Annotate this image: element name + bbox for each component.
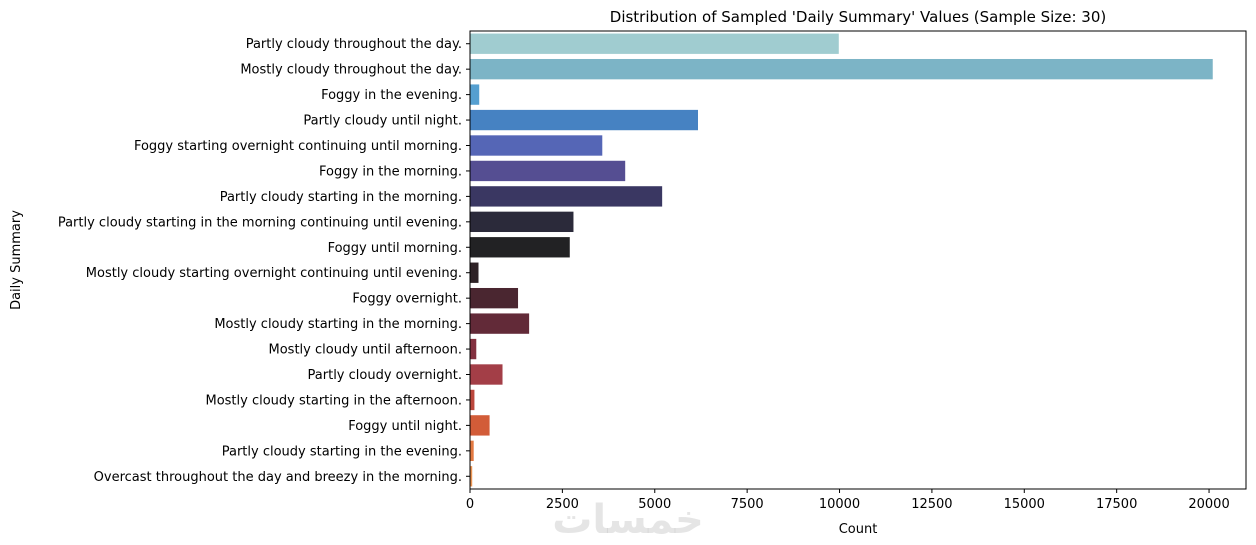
- x-tick-label: 10000: [819, 497, 860, 512]
- y-tick-label: Foggy starting overnight continuing unti…: [134, 139, 462, 154]
- bar: [470, 109, 698, 131]
- x-tick-label: 20000: [1188, 497, 1229, 512]
- y-tick-label: Mostly cloudy starting in the afternoon.: [205, 393, 462, 408]
- y-tick-label: Mostly cloudy throughout the day.: [240, 63, 462, 78]
- bar: [470, 466, 473, 487]
- plot-frame: [469, 30, 1247, 490]
- y-tick-label: Partly cloudy starting in the morning co…: [58, 215, 462, 230]
- y-tick-label: Partly cloudy starting in the evening.: [222, 444, 462, 459]
- bar: [470, 135, 603, 156]
- y-tick-label: Mostly cloudy until afternoon.: [269, 343, 462, 358]
- x-tick-label: 12500: [911, 497, 952, 512]
- bar: [470, 58, 1213, 80]
- y-tick-label: Mostly cloudy starting in the morning.: [214, 317, 462, 332]
- y-tick-label: Partly cloudy until night.: [303, 114, 462, 129]
- y-tick-label: Foggy in the evening.: [321, 88, 462, 103]
- bar: [470, 389, 475, 411]
- bars-group: [470, 33, 1213, 487]
- bar: [470, 338, 477, 360]
- y-tick-label: Foggy until night.: [348, 419, 462, 434]
- bar: [470, 262, 479, 283]
- y-tick-label: Partly cloudy overnight.: [308, 368, 462, 383]
- x-tick-label: 7500: [731, 497, 764, 512]
- bar: [470, 84, 480, 105]
- x-tick-label: 0: [466, 497, 474, 512]
- bar: [470, 186, 663, 207]
- bar: [470, 33, 839, 54]
- chart-title: Distribution of Sampled 'Daily Summary' …: [610, 8, 1106, 26]
- bar: [470, 313, 530, 334]
- x-tick-label: 2500: [546, 497, 579, 512]
- x-axis-ticks: 0 2500 5000 7500 10000 12500 15000 17500 20000: [466, 489, 1230, 512]
- y-tick-label: Partly cloudy starting in the morning.: [220, 190, 462, 205]
- y-tick-label: Foggy in the morning.: [319, 164, 462, 179]
- y-category-labels: Partly cloudy throughout the day. Mostly …: [58, 37, 470, 485]
- y-tick-label: Foggy overnight.: [352, 292, 462, 307]
- x-tick-label: 15000: [1004, 497, 1045, 512]
- x-tick-label: 5000: [638, 497, 671, 512]
- y-axis-label: Daily Summary: [9, 210, 24, 310]
- bar: [470, 237, 570, 258]
- bar: [470, 440, 474, 462]
- y-tick-label: Overcast throughout the day and breezy i…: [94, 470, 462, 485]
- x-tick-label: 17500: [1096, 497, 1137, 512]
- bar: [470, 160, 626, 182]
- bar: [470, 287, 519, 309]
- bar: [470, 415, 490, 436]
- bar: [470, 211, 574, 233]
- y-tick-label: Foggy until morning.: [328, 241, 462, 256]
- y-tick-label: Mostly cloudy starting overnight continu…: [86, 266, 462, 281]
- y-tick-label: Partly cloudy throughout the day.: [246, 37, 462, 52]
- bar: [470, 364, 503, 385]
- x-axis-label: Count: [839, 522, 878, 537]
